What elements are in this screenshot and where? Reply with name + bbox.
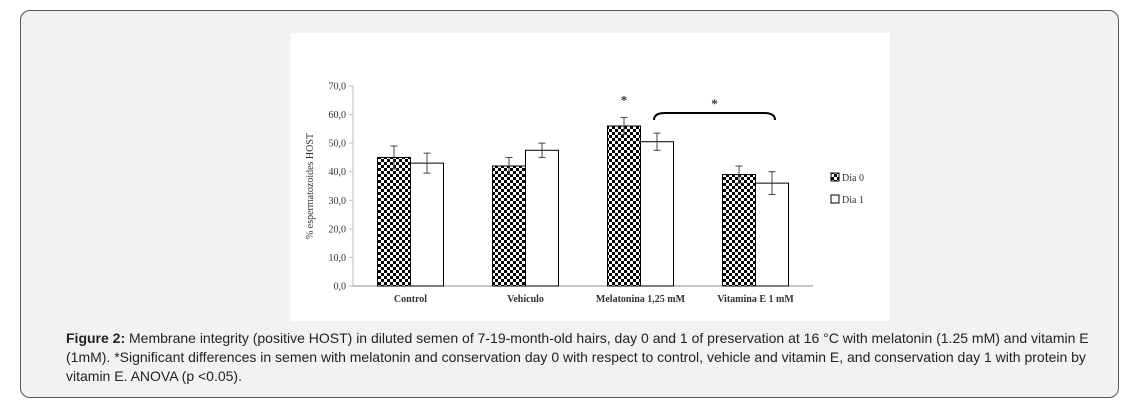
y-axis-title: % espermatozoides HOST (305, 133, 316, 239)
bar (410, 162, 444, 287)
bar (755, 182, 789, 287)
bar (722, 174, 756, 287)
y-tick-label: 0,0 (334, 282, 347, 293)
legend-swatch (830, 172, 840, 182)
legend-label: Dia 1 (842, 195, 864, 206)
bar (640, 141, 674, 287)
y-tick-label: 40,0 (329, 167, 347, 178)
significance-bracket (653, 112, 776, 121)
figure-frame: 0,0 10,0 20,0 30,0 40,0 50,0 60,0 70,0 % esperma… (20, 10, 1119, 398)
bar (377, 156, 411, 287)
x-tick-label: Vitamina E 1 mM (717, 294, 794, 305)
y-tick-label: 50,0 (329, 139, 347, 150)
bar (607, 125, 641, 287)
figure-caption: Figure 2: Membrane integrity (positive H… (66, 329, 1121, 386)
chart-panel: 0,0 10,0 20,0 30,0 40,0 50,0 60,0 70,0 % esperma… (291, 33, 890, 321)
x-tick-label: Melatonina 1,25 mM (596, 294, 686, 305)
x-tick-label: Vehículo (507, 294, 544, 305)
y-tick-label: 20,0 (329, 224, 347, 235)
x-tick-label: Control (394, 294, 427, 305)
y-tick-label: 60,0 (329, 110, 347, 121)
caption-label: Figure 2: (66, 330, 126, 346)
y-tick-label: 10,0 (329, 253, 347, 264)
caption-text: Membrane integrity (positive HOST) in di… (66, 330, 1089, 384)
legend-swatch (830, 194, 840, 204)
y-tick-label: 30,0 (329, 196, 347, 207)
bar (525, 149, 559, 287)
bar-chart: 0,0 10,0 20,0 30,0 40,0 50,0 60,0 70,0 % esperma… (305, 82, 864, 306)
y-tick-label: 70,0 (329, 82, 347, 93)
significance-asterisk: * (621, 92, 628, 107)
significance-asterisk: * (711, 96, 718, 111)
bar (492, 165, 526, 287)
legend-label: Dia 0 (842, 173, 864, 184)
